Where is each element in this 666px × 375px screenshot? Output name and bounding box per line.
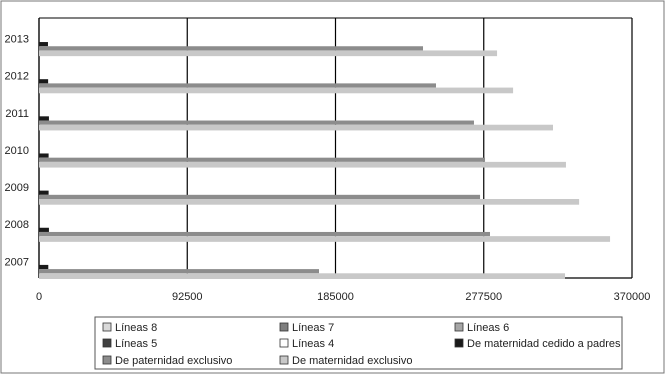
legend-label: De maternidad exclusivo <box>292 355 412 367</box>
bar <box>39 161 566 168</box>
legend-label: Líneas 6 <box>467 322 509 334</box>
y-tick-label: 2008 <box>5 219 29 231</box>
bar <box>39 273 566 279</box>
legend-label: Líneas 7 <box>292 322 334 334</box>
legend-swatch <box>454 322 464 332</box>
legend-swatch <box>102 355 112 365</box>
bar <box>39 153 49 158</box>
y-tick-label: 2009 <box>5 182 29 194</box>
bar <box>39 264 49 270</box>
bar <box>39 157 486 162</box>
bar <box>39 269 319 274</box>
legend-box <box>94 316 623 370</box>
legend-label: Líneas 5 <box>115 338 157 350</box>
bar <box>39 46 424 51</box>
bar <box>39 231 491 237</box>
bar <box>39 227 49 232</box>
bar <box>39 120 474 125</box>
bar <box>39 42 48 47</box>
legend-label: Líneas 8 <box>115 322 157 334</box>
bar <box>39 190 49 195</box>
y-tick-label: 2011 <box>5 108 29 120</box>
legend-label: Líneas 4 <box>292 338 334 350</box>
x-tick-label: 277500 <box>465 291 502 303</box>
bar <box>39 87 514 94</box>
bar <box>39 83 436 88</box>
y-tick-label: 2012 <box>5 71 29 83</box>
legend-swatch <box>279 355 289 365</box>
legend-swatch <box>279 322 289 332</box>
x-tick-label: 0 <box>36 291 42 303</box>
legend-swatch <box>279 338 289 348</box>
x-tick-label: 185000 <box>317 291 354 303</box>
legend-swatch <box>102 338 112 348</box>
bar <box>39 116 49 121</box>
bar <box>39 194 481 200</box>
y-tick-label: 2007 <box>5 256 29 268</box>
bar <box>39 50 498 57</box>
y-tick-label: 2013 <box>5 33 29 45</box>
legend-swatch <box>454 338 464 348</box>
y-tick-label: 2010 <box>5 145 29 157</box>
bar <box>39 79 49 84</box>
legend-label: De paternidad exclusivo <box>115 355 232 367</box>
legend-swatch <box>102 322 112 332</box>
bar <box>39 124 553 131</box>
bar <box>39 236 611 242</box>
x-tick-label: 370000 <box>614 291 651 303</box>
bar <box>39 199 580 205</box>
x-tick-label: 92500 <box>172 291 203 303</box>
legend-label: De maternidad cedido a padres <box>467 338 621 350</box>
